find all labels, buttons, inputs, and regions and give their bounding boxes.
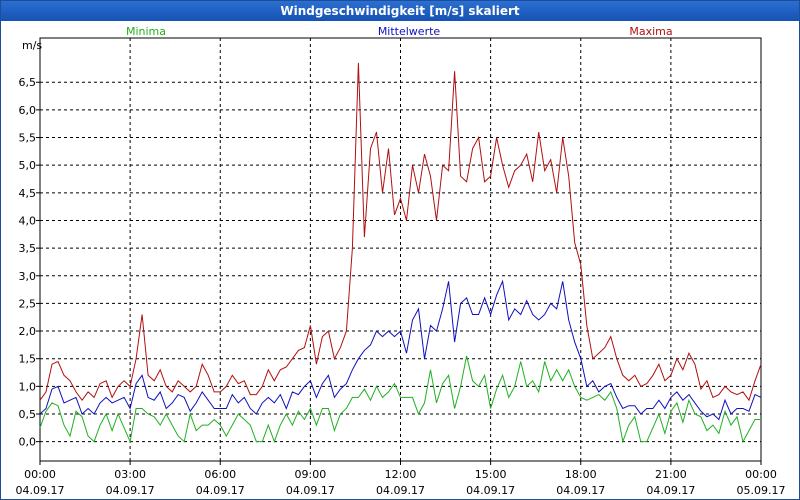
y-tick-label: 5,0 bbox=[19, 159, 37, 172]
x-tick-date: 04.09.17 bbox=[16, 484, 65, 497]
x-tick-date: 04.09.17 bbox=[286, 484, 335, 497]
series-line-minima bbox=[39, 355, 761, 444]
legend: Minima Mittelwerte Maxima bbox=[126, 25, 673, 38]
y-tick-label: 2,5 bbox=[19, 297, 37, 310]
x-tick-date: 04.09.17 bbox=[646, 484, 695, 497]
x-axis: 00:00 04.09.17 03:00 04.09.17 06:00 04.09.17 0… bbox=[16, 461, 786, 497]
y-tick-label: 0,5 bbox=[19, 408, 37, 421]
grid bbox=[40, 38, 761, 461]
legend-entry-maxima: Maxima bbox=[629, 25, 672, 38]
y-tick-label: 6,0 bbox=[19, 104, 37, 117]
x-tick-time: 21:00 bbox=[655, 468, 687, 481]
y-axis-label: m/s bbox=[22, 39, 42, 52]
series-lines bbox=[39, 62, 762, 444]
x-tick-time: 00:00 bbox=[24, 468, 56, 481]
x-tick-date: 04.09.17 bbox=[376, 484, 425, 497]
y-tick-label: 4,5 bbox=[19, 187, 37, 200]
y-tick-label: 5,5 bbox=[19, 132, 37, 145]
y-tick-label: 2,0 bbox=[19, 325, 37, 338]
y-tick-label: 0,0 bbox=[19, 436, 37, 449]
x-tick-time: 18:00 bbox=[565, 468, 597, 481]
x-tick-time: 06:00 bbox=[204, 468, 236, 481]
x-tick-date: 04.09.17 bbox=[106, 484, 155, 497]
x-tick-time: 03:00 bbox=[114, 468, 146, 481]
y-tick-label: 3,5 bbox=[19, 242, 37, 255]
x-tick-time: 15:00 bbox=[475, 468, 507, 481]
series-line-mittelwerte bbox=[39, 279, 762, 421]
x-tick-time: 12:00 bbox=[385, 468, 417, 481]
x-tick-date: 04.09.17 bbox=[466, 484, 515, 497]
x-tick-date: 04.09.17 bbox=[556, 484, 605, 497]
legend-entry-mittelwerte: Mittelwerte bbox=[378, 25, 441, 38]
x-tick-date: 04.09.17 bbox=[196, 484, 245, 497]
x-tick-time: 09:00 bbox=[295, 468, 327, 481]
y-tick-label: 4,0 bbox=[19, 214, 37, 227]
x-tick-date: 05.09.17 bbox=[737, 484, 786, 497]
legend-entry-minima: Minima bbox=[126, 25, 166, 38]
y-tick-label: 1,0 bbox=[19, 380, 37, 393]
x-tick-time: 00:00 bbox=[745, 468, 777, 481]
series-line-maxima bbox=[39, 62, 762, 402]
y-tick-label: 6,5 bbox=[19, 76, 37, 89]
y-axis: 0,0 0,5 1,0 1,5 2,0 2,5 3,0 3,5 4,0 4,5 5,0 5,5 6,0 6… bbox=[19, 76, 40, 449]
window-title: Windgeschwindigkeit [m/s] skaliert bbox=[1, 1, 799, 21]
y-tick-label: 1,5 bbox=[19, 353, 37, 366]
y-tick-label: 3,0 bbox=[19, 270, 37, 283]
